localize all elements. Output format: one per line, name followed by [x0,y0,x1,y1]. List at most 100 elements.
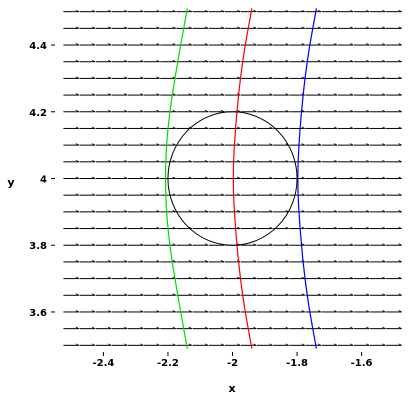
x-tick-label: -2.4 [92,358,114,369]
field-arrow [63,43,80,46]
field-arrow [160,276,176,280]
field-arrow [289,159,305,163]
field-arrow [79,143,96,146]
field-arrow [208,9,225,13]
field-arrow [337,109,354,113]
field-arrow [224,159,241,163]
field-arrow [63,326,80,330]
field-arrow [144,109,160,113]
field-arrow [224,226,241,230]
field-arrow [240,260,257,263]
field-arrow [144,343,160,346]
field-arrow [144,193,160,196]
field-arrow [386,126,402,129]
field-arrow [386,26,402,29]
field-arrow [337,276,354,280]
field-arrow [95,9,112,13]
field-arrow [111,59,128,63]
field-arrow [257,326,273,330]
field-arrow [63,9,80,13]
field-row-19 [63,26,402,29]
field-arrow [337,176,354,179]
field-arrow [289,276,305,280]
field-arrow [369,93,386,96]
field-arrow [176,276,193,280]
field-arrow [257,9,273,13]
field-arrow [321,59,338,63]
field-arrow [257,26,273,29]
field-arrow [192,59,209,63]
field-arrow [305,143,322,146]
field-arrow [95,293,112,296]
field-arrow [160,210,176,213]
field-arrow [224,176,241,179]
field-arrow [111,243,128,246]
field-arrow [160,193,176,196]
field-arrow [240,59,257,63]
field-arrow [63,210,80,213]
y-tick-label: 4 [40,175,47,186]
field-arrow [305,93,322,96]
field-arrow [176,143,193,146]
x-tick-label: -2.2 [157,358,179,369]
x-tick-label: -2 [227,358,238,369]
field-arrow [95,26,112,29]
field-arrow [176,193,193,196]
field-arrow [369,293,386,296]
field-arrow [224,343,241,346]
field-arrow [208,143,225,146]
field-arrow [79,109,96,113]
field-arrow [369,143,386,146]
field-arrow [321,243,338,246]
field-arrow [321,293,338,296]
field-arrow [257,176,273,179]
field-arrow [273,159,289,163]
field-arrow [305,159,322,163]
field-arrow [369,159,386,163]
field-arrow [353,9,370,13]
field-arrow [127,326,144,330]
field-arrow [305,260,322,263]
field-arrow [321,9,338,13]
field-arrow [79,176,96,179]
field-arrow [144,93,160,96]
field-arrow [240,226,257,230]
field-row-9 [63,193,402,196]
field-arrow [111,43,128,46]
field-arrow [337,343,354,346]
field-arrow [160,260,176,263]
field-arrow [176,343,193,346]
field-arrow [321,43,338,46]
field-arrow [127,93,144,96]
field-arrow [353,43,370,46]
field-arrow [192,210,209,213]
field-arrow [369,43,386,46]
field-arrow [192,9,209,13]
field-arrow [240,310,257,313]
field-arrow [386,143,402,146]
field-arrow [192,260,209,263]
field-arrow [111,9,128,13]
field-row-12 [63,143,402,146]
field-arrow [257,276,273,280]
field-arrow [95,226,112,230]
field-arrow [369,310,386,313]
field-arrow [369,276,386,280]
field-arrow [127,210,144,213]
field-arrow [337,226,354,230]
field-arrow [273,193,289,196]
x-tick-label: -1.6 [351,358,373,369]
field-arrow [63,109,80,113]
field-arrow [353,176,370,179]
field-arrow [79,293,96,296]
field-arrow [369,326,386,330]
field-arrow [289,210,305,213]
field-arrow [321,326,338,330]
field-arrow [337,9,354,13]
field-arrow [111,260,128,263]
field-arrow [273,109,289,113]
field-arrow [273,310,289,313]
field-arrow [305,193,322,196]
field-arrow [208,176,225,179]
field-arrow [192,159,209,163]
